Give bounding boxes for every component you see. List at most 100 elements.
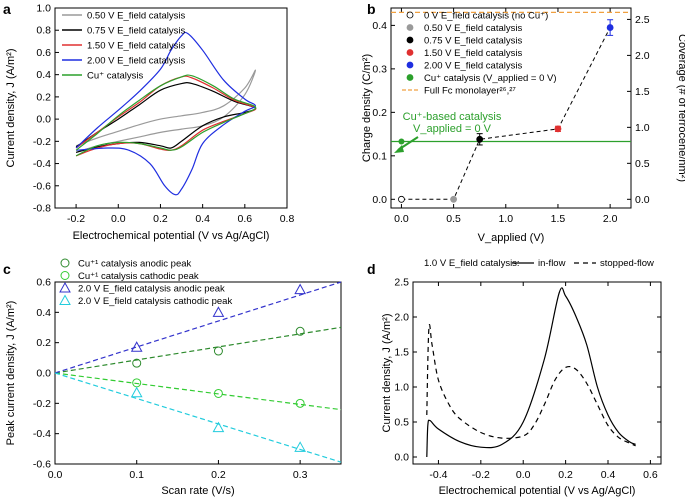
x-tick-label: 0.2 [558,469,573,481]
panel-c-frame [54,281,342,465]
x-tick-label: 0.2 [211,469,226,481]
data-point [476,135,484,143]
curve-in-flow [426,287,636,458]
panel-label-a: a [3,1,11,17]
legend-marker [59,281,71,293]
panel-label-b: b [367,1,376,17]
legend-marker [60,258,70,268]
legend-marker [59,294,71,305]
data-point [130,341,143,352]
y-tick-label: 0.2 [36,91,51,103]
legend-label: Cu⁺¹ catalysis anodic peak [78,259,192,270]
legend-label: 1.50 V E_field catalysis [424,48,522,59]
y-tick-label: 0.6 [36,277,51,289]
data-point [295,326,305,336]
data-point [212,421,225,433]
cu-data-point [398,138,405,145]
cv-curve-3 [75,31,257,196]
y-tick-label: 0.2 [372,107,387,119]
y-tick-label: -0.6 [33,180,51,192]
fit-line-2 [54,281,342,374]
y2-tick-label: 0.5 [635,158,650,170]
data-point [213,346,223,356]
legend-label: 2.00 V E_field catalysis [424,61,522,72]
legend-label: 1.50 V E_field catalysis [87,41,185,52]
x-tick-label: 0.0 [394,213,409,225]
legend-label: Cu⁺¹ catalysis cathodic peak [78,271,199,282]
y-tick-label: -0.2 [33,136,51,148]
y-tick-label: 1.5 [394,347,409,359]
legend-label: Full Fc monolayer²⁶,²⁷ [424,86,516,97]
legend-label: 0 V E_field catalysis (no Cu⁺) [424,11,548,22]
y-tick-label: 2.0 [394,312,409,324]
legend-marker [406,61,414,69]
x-tick-label: 0.6 [643,469,658,481]
y-tick-label: -0.2 [33,398,51,410]
panel-label-c: c [3,261,11,277]
y-tick-label: 0.4 [36,307,51,319]
x-tick-label: 0.5 [446,213,461,225]
fit-line-3 [54,372,342,463]
y2-tick-label: 0.0 [635,194,650,206]
data-point [398,195,405,203]
legend-label: 0.75 V E_field catalysis [87,26,185,37]
x-tick-label: 1.5 [551,213,566,225]
x-tick-label: 0.8 [280,213,295,225]
panel-b-annotation: Cu⁺-based catalysis [403,111,502,123]
y-tick-label: 0.2 [36,337,51,349]
y-tick-label: 0.4 [372,20,387,32]
y-tick-label: 0.0 [36,368,51,380]
x-tick-label: 0.4 [601,469,616,481]
data-point [132,378,142,388]
legend-marker [406,24,414,31]
y-tick-label: -0.4 [33,158,51,170]
panel-a-frame [54,7,288,209]
x-tick-label: 0.0 [111,213,126,225]
legend-marker [406,11,414,19]
panel-b-annotation2: V_applied = 0 V [413,123,492,135]
x-tick-label: -0.2 [67,213,85,225]
x-tick-label: 2.0 [603,213,618,225]
panel-b-chart: 0.0 0.5 1.0 1.5 2.0 0.0 0.1 0.2 0.3 0.4 0.0 0.5 1.0 1… [361,7,685,244]
legend-label: 0.75 V E_field catalysis [424,36,522,47]
data-point [606,24,614,31]
y-tick-label: 2.5 [394,277,409,289]
panel-b-y2label: Coverage (# of ferrocene/nm²) [676,34,685,182]
data-point [132,358,142,368]
x-tick-label: 0.0 [48,469,63,481]
y-tick-label: 0.1 [372,150,387,162]
panel-b-frame [390,7,632,209]
panel-b-annotation-arrowhead [394,145,404,153]
y-tick-label: -0.6 [33,459,51,471]
panel-b-ylabel: Charge density (C/m²) [361,54,373,162]
legend-title: 1.0 V E_field catalysis: [424,258,520,269]
y-tick-label: 0.4 [36,69,51,81]
y2-tick-label: 1.5 [635,86,650,98]
fit-line-1 [54,372,342,411]
x-tick-label: 0.2 [153,213,168,225]
y-tick-label: 1.0 [394,382,409,394]
panel-d-ylabel: Current density, J (A/m²) [381,314,393,433]
legend-label: 0.50 V E_field catalysis [87,11,185,22]
legend-label: 2.0 V E_field catalysis anodic peak [78,284,225,295]
x-tick-label: -0.4 [429,469,447,481]
x-tick-label: 0.6 [238,213,253,225]
panel-c-ylabel: Peak current density, J (A/m²) [5,301,17,446]
legend-marker [406,36,414,44]
legend-marker [60,271,70,280]
panel-c-chart: 0.0 0.1 0.2 0.3 -0.6 -0.4 -0.2 0.0 0.2 0.4 0.6 Cu⁺… [5,258,342,497]
legend-label: Cu⁺ catalysis [87,71,143,82]
y-tick-label: 0.0 [36,114,51,126]
x-tick-label: 0.1 [129,469,144,481]
x-tick-label: 1.0 [498,213,513,225]
data-point [294,283,306,295]
fit-line-0 [54,326,342,374]
y-tick-label: 0.6 [36,47,51,59]
panel-c-xlabel: Scan rate (V/s) [161,485,234,497]
cv-curve-0 [75,69,257,153]
legend-label: 2.00 V E_field catalysis [87,56,185,67]
x-tick-label: 0.3 [293,469,308,481]
panel-a-chart: -0.2 0.0 0.2 0.4 0.6 0.8 -0.8 -0.6 -0.4 -0.2 0.0 0.… [5,3,294,243]
cv-curve-4 [75,74,257,157]
